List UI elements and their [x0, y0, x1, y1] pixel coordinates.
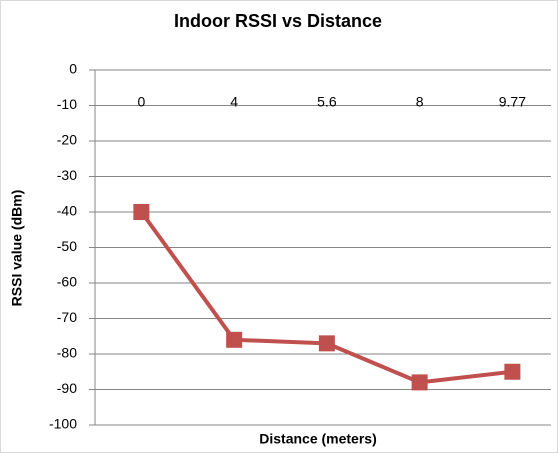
x-axis-title: Distance (meters) — [259, 431, 377, 447]
x-tick-label: 5.6 — [317, 94, 337, 110]
y-axis-title: RSSI value (dBm) — [9, 190, 25, 307]
x-tick-label: 9.77 — [499, 94, 526, 110]
y-tick-label: -10 — [57, 96, 77, 112]
y-tick-label: -40 — [57, 203, 77, 219]
y-tick-label: -60 — [57, 274, 77, 290]
x-tick-label: 8 — [416, 94, 424, 110]
y-tick-label: -30 — [57, 167, 77, 183]
marker — [318, 335, 335, 352]
y-tick-label: -20 — [57, 132, 77, 148]
marker — [504, 363, 521, 380]
x-tick-label: 0 — [137, 94, 145, 110]
y-tick-label: -90 — [57, 380, 77, 396]
marker — [226, 331, 243, 348]
chart-title: Indoor RSSI vs Distance — [174, 11, 382, 31]
marker — [133, 204, 150, 220]
y-tick-label: 0 — [69, 61, 77, 77]
y-tick-label: -80 — [57, 345, 77, 361]
y-tick-label: -50 — [57, 238, 77, 254]
marker — [411, 374, 428, 391]
y-tick-label: -100 — [49, 416, 77, 432]
x-tick-label: 4 — [230, 94, 238, 110]
y-tick-label: -70 — [57, 309, 77, 325]
